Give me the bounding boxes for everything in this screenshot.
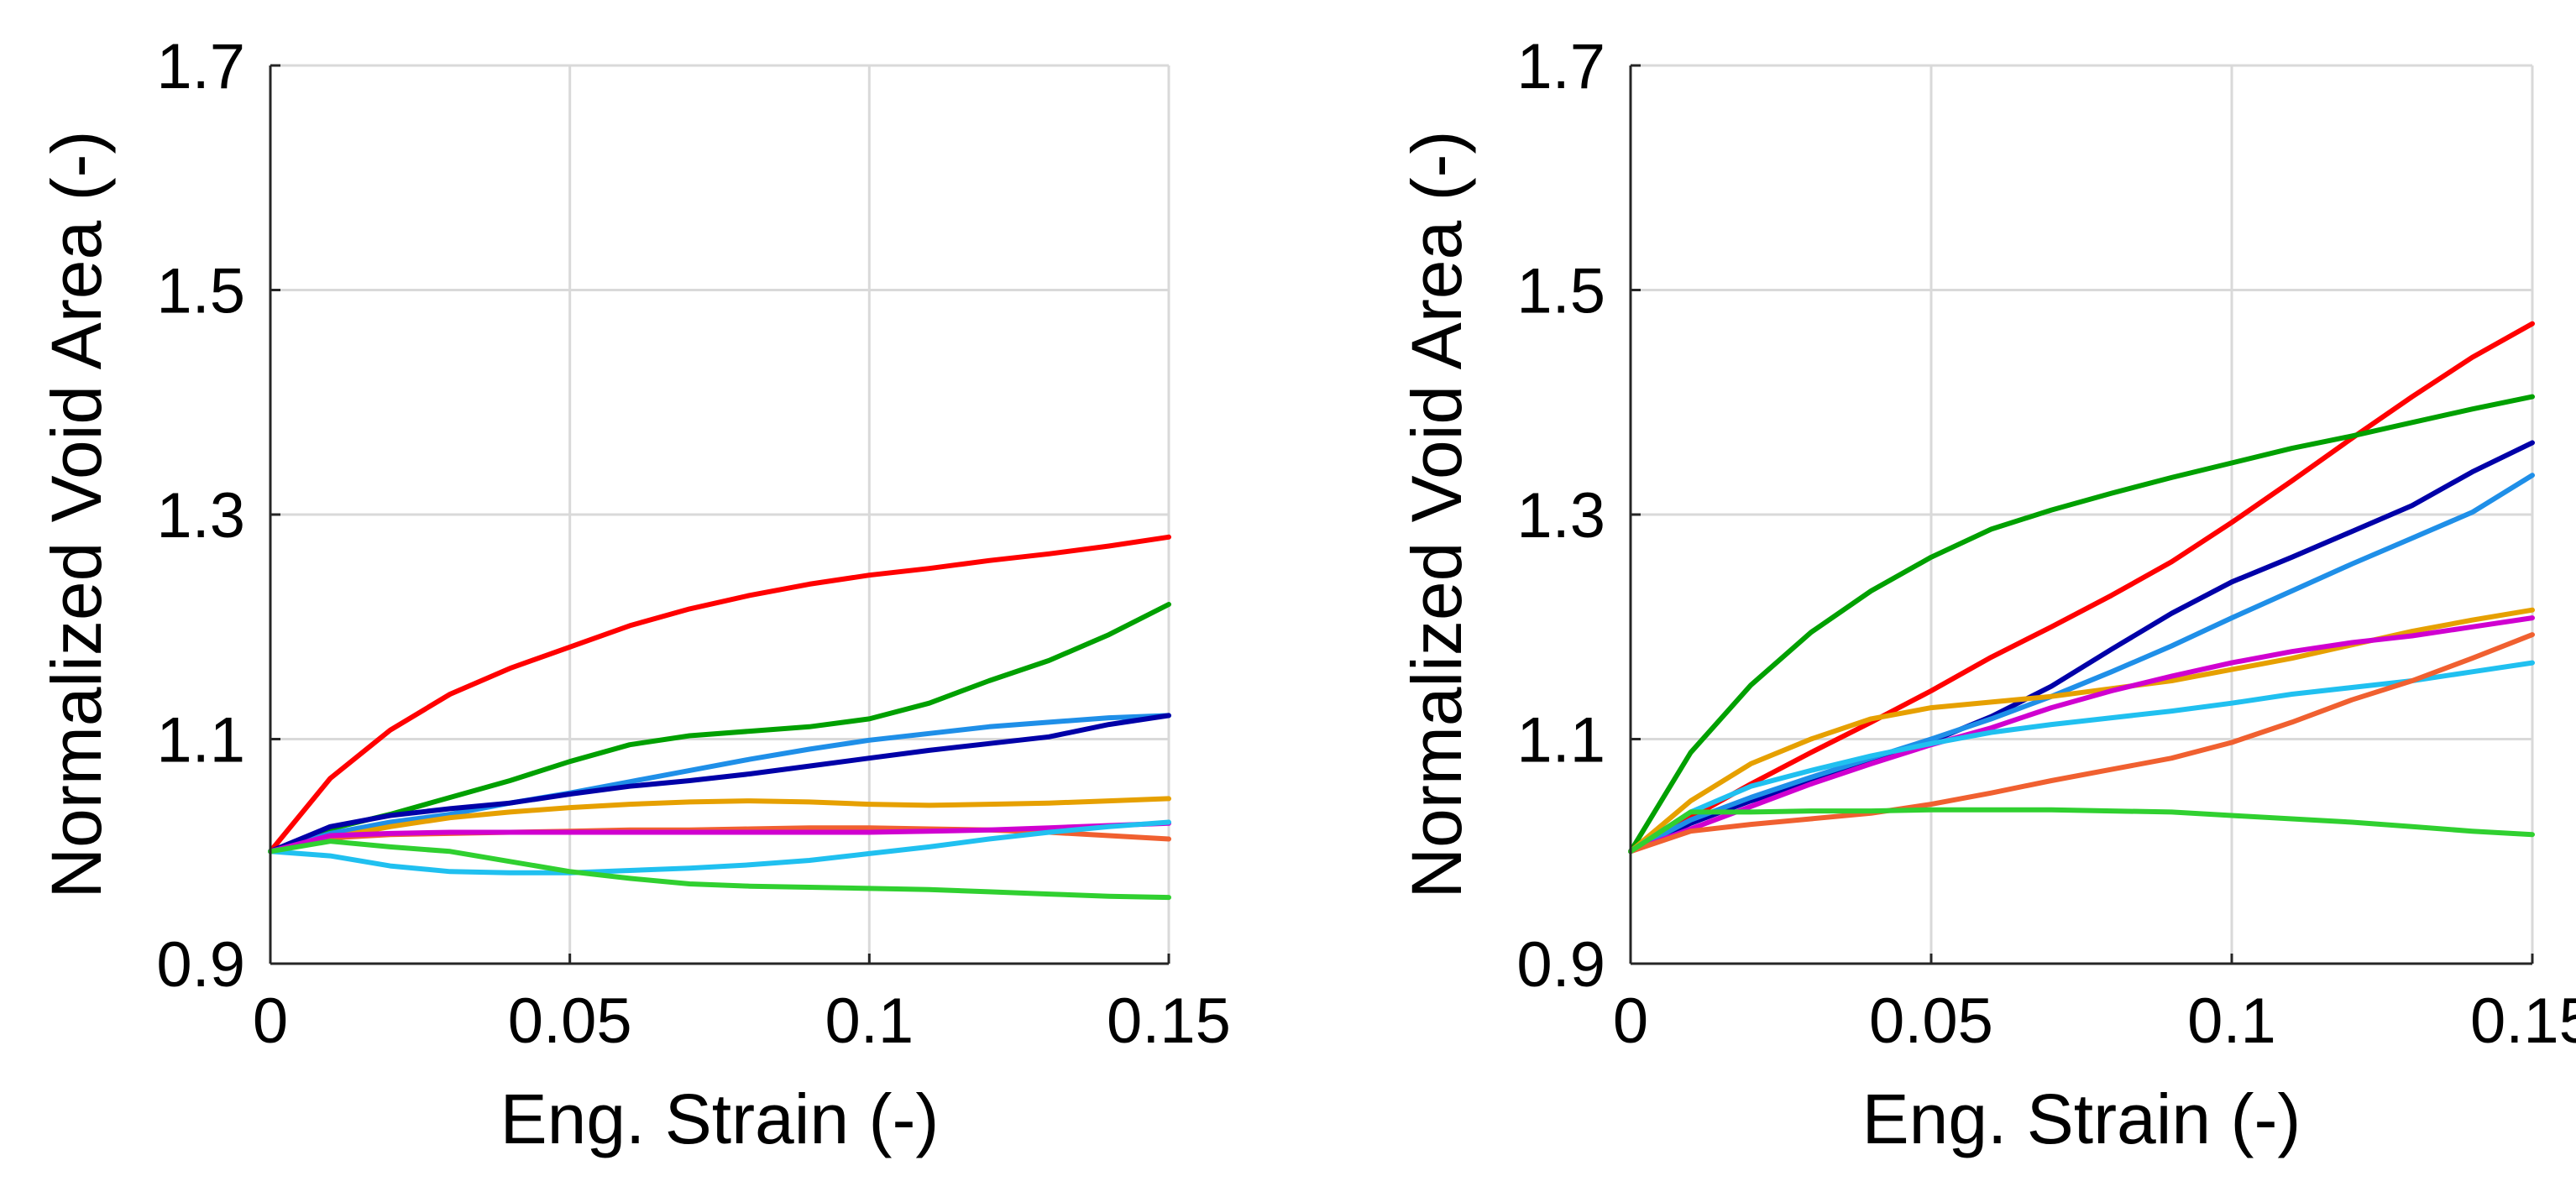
series-line-blue: [268, 713, 1171, 855]
series-line-green: [268, 602, 1171, 855]
y-tick-label: 1.3: [156, 480, 245, 551]
series-line-green: [1628, 394, 2535, 855]
series-line-magenta: [268, 820, 1171, 855]
y-tick-label: 1.5: [1516, 256, 1605, 327]
series-line-magenta: [1628, 615, 2535, 855]
x-tick-label: 0.05: [508, 985, 632, 1057]
series-line-orange: [268, 796, 1171, 855]
y-axis-label: Normalized Void Area (-): [1397, 130, 1476, 898]
right-chart-panel: 0 0.05 0.1 0.15 0.9 1.1 1.3 1.5 1.7 Eng. Strain (…: [1397, 31, 2576, 1158]
y-tick-label: 1.7: [1516, 31, 1605, 102]
series-line-cyan: [268, 819, 1171, 876]
x-tick-label: 0: [253, 985, 288, 1057]
left-chart-panel: 0 0.05 0.1 0.15 0.9 1.1 1.3 1.5 1.7 Eng. Strain (…: [37, 31, 1231, 1158]
x-tick-label: 0.1: [2187, 985, 2276, 1057]
series-line-blue: [1628, 473, 2535, 855]
x-tick-label: 0.15: [1107, 985, 1231, 1057]
series-line-red: [268, 534, 1171, 855]
series-line-orange-red: [1628, 632, 2535, 855]
x-tick-label: 0: [1613, 985, 1648, 1057]
y-tick-label: 1.5: [156, 256, 245, 327]
y-tick-label: 1.1: [1516, 705, 1605, 776]
x-tick-label: 0.1: [825, 985, 914, 1057]
series-line-navy: [1628, 440, 2535, 855]
x-tick-label: 0.05: [1869, 985, 1993, 1057]
y-axis-label: Normalized Void Area (-): [37, 130, 116, 898]
x-axis-label: Eng. Strain (-): [500, 1079, 940, 1158]
series-line-light-green: [268, 839, 1171, 901]
series-line-navy: [268, 713, 1171, 855]
series-line-red: [1628, 321, 2535, 855]
series-line-light-green: [1628, 807, 2535, 855]
y-tick-label: 1.7: [156, 31, 245, 102]
x-tick-label: 0.15: [2470, 985, 2576, 1057]
y-tick-label: 1.3: [1516, 480, 1605, 551]
y-tick-label: 0.9: [156, 929, 245, 1001]
x-axis-label: Eng. Strain (-): [1862, 1079, 2301, 1158]
y-tick-label: 0.9: [1516, 929, 1605, 1001]
y-tick-label: 1.1: [156, 705, 245, 776]
series-line-cyan: [1628, 660, 2535, 855]
